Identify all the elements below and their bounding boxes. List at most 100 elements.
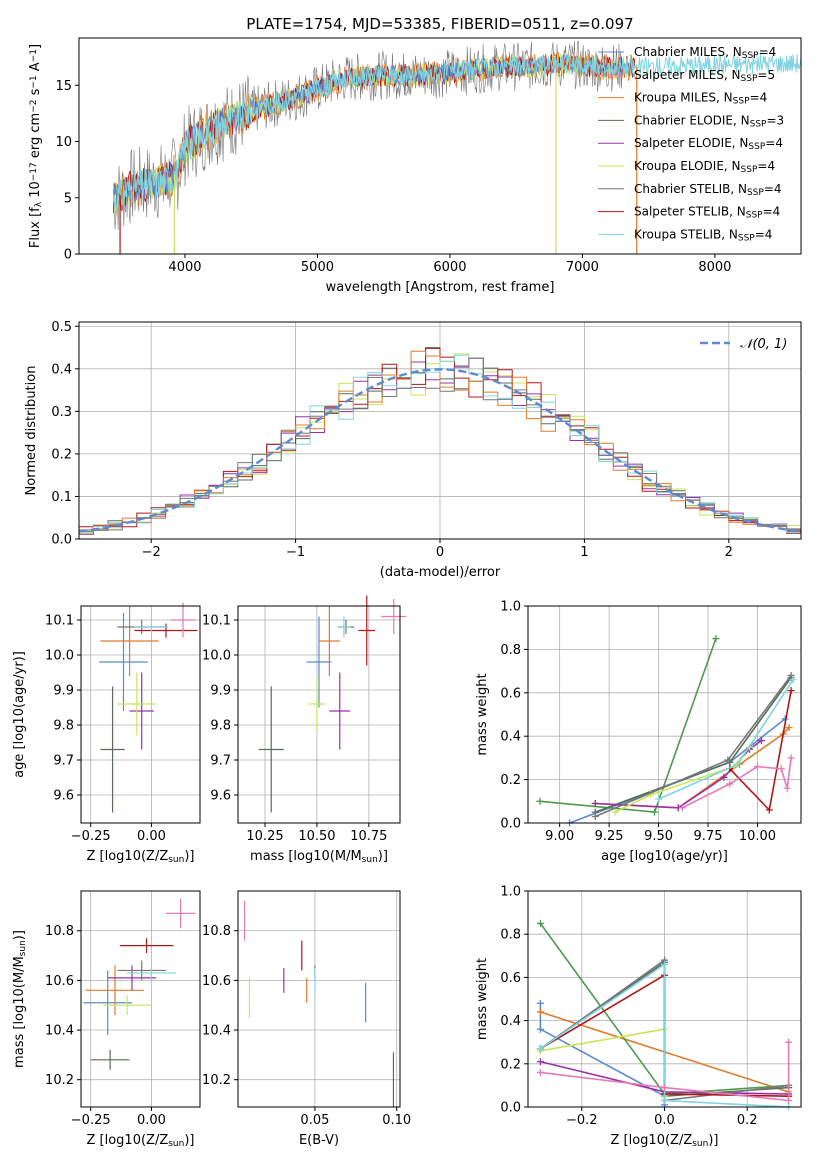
y-axis-label: Normed distribution	[24, 366, 39, 496]
weight-marker	[785, 1038, 793, 1046]
spectrum-lines	[112, 40, 801, 254]
label-part: Kroupa MILES, N	[634, 91, 733, 105]
y-tick-label: 10.0	[45, 649, 74, 664]
label-part: =4	[763, 205, 781, 219]
weight-series	[591, 671, 795, 820]
weight-marker	[787, 754, 795, 762]
label-part: SSP	[750, 120, 767, 130]
y-tick-label: 9.8	[53, 719, 74, 734]
label-part: λ	[34, 201, 44, 207]
weight-marker	[678, 804, 686, 812]
label-part: sun	[168, 855, 184, 865]
label-part: 10	[28, 181, 43, 202]
weight-line	[614, 746, 751, 813]
y-tick-label: 9.6	[53, 789, 74, 804]
legend-entry: Chabrier ELODIE, NSSP=3	[634, 113, 784, 129]
weight-marker	[651, 808, 659, 816]
x-tick-label: −0.25	[71, 829, 111, 844]
weight-line	[681, 757, 792, 809]
y-tick-label: 0.0	[500, 817, 521, 832]
y-tick-label: 10.1	[202, 614, 231, 629]
error-bar-point	[166, 898, 196, 929]
error-bar-point	[100, 686, 125, 813]
error-bar-point	[85, 965, 145, 1016]
y-tick-label: 0	[64, 248, 72, 263]
x-tick-label: 9.25	[595, 829, 624, 844]
weight-line	[595, 677, 792, 813]
error-bar-point	[319, 606, 340, 676]
y-tick-label: 0.2	[500, 773, 521, 788]
weight-series	[536, 1038, 793, 1105]
label-part: sun	[168, 1139, 184, 1149]
label-part: )]	[378, 849, 388, 864]
error-bar-point	[129, 672, 154, 750]
label-part: −1	[29, 75, 39, 88]
x-tick-label: 0.05	[300, 1113, 329, 1128]
weight-marker	[536, 1008, 544, 1016]
y-tick-label: 0.0	[51, 533, 72, 548]
axes-frame	[80, 890, 201, 1108]
mass-vs-EBV-panel: 0.05 0.10 10.2 10.4 10.6 10.8 E(B-V)	[202, 890, 411, 1148]
legend-entry: Kroupa ELODIE, NSSP=4	[634, 159, 775, 175]
y-tick-label: 0.0	[500, 1101, 521, 1116]
y-tick-label: 0.6	[500, 686, 521, 701]
x-tick-label: −2	[142, 545, 161, 560]
x-tick-label: 0	[436, 545, 444, 560]
label-part: sun	[18, 940, 28, 956]
label-part: SSP	[746, 211, 763, 221]
legend-entry: Salpeter MILES, NSSP=5	[634, 68, 775, 84]
y-tick-label: 0.4	[500, 1014, 521, 1029]
error-bar-point	[127, 965, 176, 981]
weight-marker	[753, 763, 761, 771]
label-part: mass weight	[475, 673, 490, 755]
error-bar-point	[83, 970, 132, 1035]
x-axis-label: Z [log10(Z/Zsun)]	[87, 1133, 195, 1149]
label-part: sun	[362, 855, 378, 865]
label-part: =4	[750, 91, 768, 105]
legend-entry: Chabrier MILES, NSSP=4	[634, 45, 776, 61]
x-axis-label: Z [log10(Z/Zsun)]	[87, 849, 195, 865]
label-part: SSP	[733, 97, 750, 107]
y-axis-label: mass weight	[475, 958, 490, 1040]
x-tick-label: 1	[580, 545, 588, 560]
weight-marker	[611, 808, 619, 816]
x-tick-label: 8000	[698, 260, 731, 275]
x-tick-label: 4000	[168, 260, 201, 275]
error-bar-point	[358, 595, 376, 666]
label-part: Flux [f	[28, 207, 43, 248]
weight-line	[594, 674, 792, 818]
weight-series	[591, 674, 795, 816]
weight-series	[536, 635, 720, 816]
weight-marker	[591, 812, 599, 820]
weight-line	[540, 1042, 790, 1102]
x-tick-label: 2	[725, 545, 733, 560]
label-part: Chabrier MILES, N	[634, 45, 742, 59]
weight-marker	[536, 1058, 544, 1066]
y-tick-label: 9.6	[210, 789, 231, 804]
weight-series	[726, 687, 795, 814]
label-part: )]	[184, 1133, 194, 1148]
y-tick-label: 10	[55, 135, 72, 150]
histogram-steps	[79, 347, 801, 537]
weight-marker	[536, 1045, 544, 1053]
x-tick-label: 9.50	[644, 829, 673, 844]
age-vs-mass-panel: 10.25 10.50 10.75 9.6 9.7 9.8 9.9 10.0 10.1 mass …	[202, 595, 407, 865]
y-tick-label: 10.6	[202, 974, 231, 989]
y-axis-label: mass [log10(M/Msun)]	[12, 930, 28, 1068]
error-bar-point	[117, 672, 157, 736]
error-bar-point	[381, 599, 407, 634]
label-part: Salpeter MILES, N	[634, 68, 741, 82]
y-tick-label: 9.8	[210, 719, 231, 734]
label-part: =4	[755, 227, 773, 241]
legend-entry: 𝒩(0, 1)	[740, 337, 787, 352]
y-tick-label: 5	[64, 191, 72, 206]
weight-marker	[785, 1097, 793, 1105]
y-tick-label: 1.0	[500, 885, 521, 900]
error-bar-point	[308, 676, 326, 732]
y-tick-label: 1.0	[500, 600, 521, 615]
label-part: =4	[764, 182, 782, 196]
weight-series	[536, 999, 668, 1109]
weight-line	[595, 739, 762, 809]
x-tick-label: −0.25	[71, 1113, 111, 1128]
y-tick-label: 0.2	[51, 447, 72, 462]
